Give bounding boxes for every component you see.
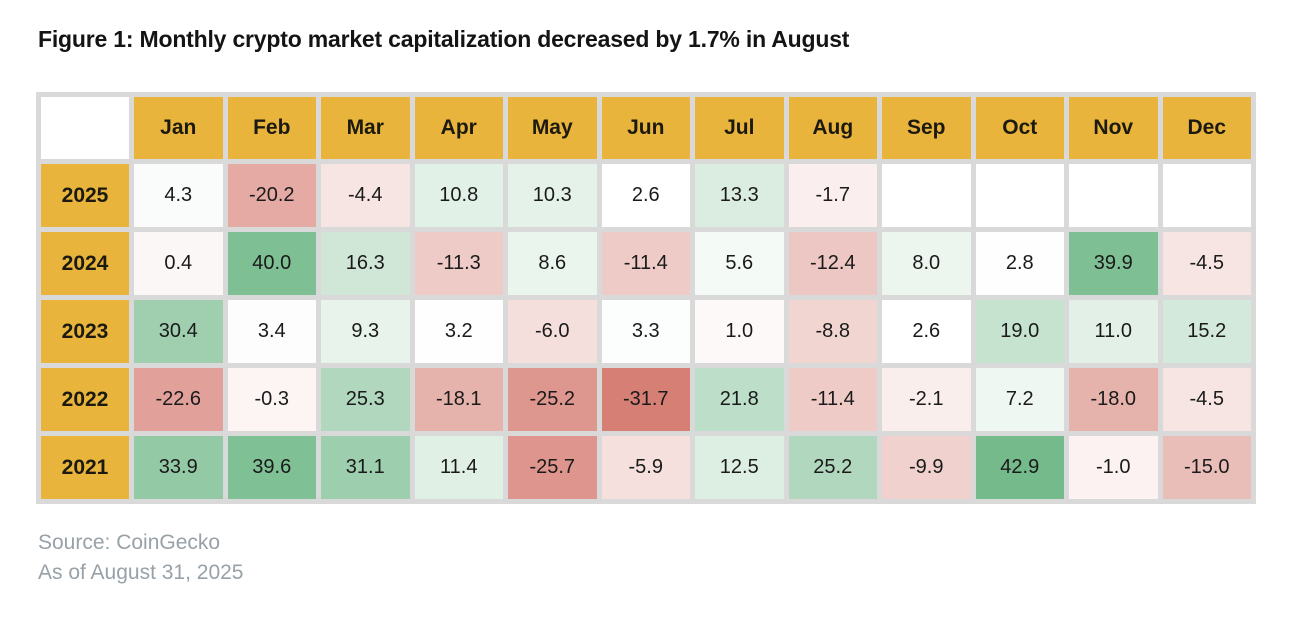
heatmap-cell-2022-sep: -2.1	[882, 368, 971, 431]
heatmap-cell-2023-dec: 15.2	[1162, 300, 1251, 363]
heatmap-cell-2022-apr: -18.1	[414, 368, 503, 431]
heatmap-cell-2025-apr: 10.8	[414, 164, 503, 227]
heatmap-cell-2025-dec	[1162, 164, 1251, 227]
heatmap-cell-2021-mar: 31.1	[321, 436, 410, 499]
heatmap-cell-2021-oct: 42.9	[975, 436, 1064, 499]
heatmap-cell-2024-nov: 39.9	[1069, 232, 1158, 295]
month-header-oct: Oct	[975, 97, 1064, 159]
figure-title: Figure 1: Monthly crypto market capitali…	[38, 26, 850, 52]
heatmap-cell-2025-jan: 4.3	[134, 164, 223, 227]
heatmap-cell-2022-may: -25.2	[508, 368, 597, 431]
heatmap-cell-2024-feb: 40.0	[227, 232, 316, 295]
heatmap-cell-2022-oct: 7.2	[975, 368, 1064, 431]
heatmap-cell-2023-jan: 30.4	[134, 300, 223, 363]
year-label-2024: 2024	[41, 232, 129, 295]
heatmap-cell-2025-feb: -20.2	[227, 164, 316, 227]
heatmap-cell-2023-jul: 1.0	[695, 300, 784, 363]
heatmap-cell-2025-aug: -1.7	[788, 164, 877, 227]
month-header-nov: Nov	[1069, 97, 1158, 159]
heatmap-cell-2024-jul: 5.6	[695, 232, 784, 295]
month-header-jul: Jul	[695, 97, 784, 159]
heatmap-cell-2021-jan: 33.9	[134, 436, 223, 499]
heatmap-cell-2021-apr: 11.4	[414, 436, 503, 499]
year-label-2021: 2021	[41, 436, 129, 499]
heatmap-cell-2025-may: 10.3	[508, 164, 597, 227]
heatmap-cell-2024-oct: 2.8	[975, 232, 1064, 295]
month-header-mar: Mar	[321, 97, 410, 159]
as-of-line: As of August 31, 2025	[38, 561, 244, 585]
year-label-2022: 2022	[41, 368, 129, 431]
heatmap-cell-2022-jun: -31.7	[601, 368, 690, 431]
heatmap-cell-2023-feb: 3.4	[227, 300, 316, 363]
heatmap-cell-2021-nov: -1.0	[1069, 436, 1158, 499]
heatmap-cell-2021-jun: -5.9	[601, 436, 690, 499]
heatmap-cell-2023-aug: -8.8	[788, 300, 877, 363]
heatmap-cell-2022-jul: 21.8	[695, 368, 784, 431]
source-line: Source: CoinGecko	[38, 531, 221, 554]
heatmap-cell-2021-aug: 25.2	[788, 436, 877, 499]
heatmap-table: Jan Feb Mar Apr May Jun Jul Aug Sep Oct Nov Dec 2025…	[36, 92, 1256, 504]
heatmap-cell-2025-mar: -4.4	[321, 164, 410, 227]
heatmap-cell-2024-dec: -4.5	[1162, 232, 1251, 295]
heatmap-cell-2022-mar: 25.3	[321, 368, 410, 431]
heatmap-cell-2023-oct: 19.0	[975, 300, 1064, 363]
heatmap-cell-2025-jun: 2.6	[601, 164, 690, 227]
month-header-feb: Feb	[227, 97, 316, 159]
heatmap-cell-2023-nov: 11.0	[1069, 300, 1158, 363]
heatmap-cell-2022-feb: -0.3	[227, 368, 316, 431]
month-header-jan: Jan	[134, 97, 223, 159]
heatmap-cell-2024-jun: -11.4	[601, 232, 690, 295]
heatmap-cell-2023-jun: 3.3	[601, 300, 690, 363]
heatmap-cell-2023-mar: 9.3	[321, 300, 410, 363]
heatmap-cell-2022-nov: -18.0	[1069, 368, 1158, 431]
heatmap-cell-2025-sep	[882, 164, 971, 227]
year-label-2025: 2025	[41, 164, 129, 227]
corner-cell	[41, 97, 129, 159]
heatmap-cell-2024-jan: 0.4	[134, 232, 223, 295]
heatmap-cell-2024-apr: -11.3	[414, 232, 503, 295]
month-header-may: May	[508, 97, 597, 159]
heatmap-cell-2023-sep: 2.6	[882, 300, 971, 363]
month-header-aug: Aug	[788, 97, 877, 159]
heatmap-cell-2021-may: -25.7	[508, 436, 597, 499]
heatmap-cell-2024-may: 8.6	[508, 232, 597, 295]
heatmap-cell-2021-sep: -9.9	[882, 436, 971, 499]
heatmap-cell-2025-nov	[1069, 164, 1158, 227]
heatmap-cell-2022-jan: -22.6	[134, 368, 223, 431]
heatmap-cell-2022-aug: -11.4	[788, 368, 877, 431]
month-header-dec: Dec	[1162, 97, 1251, 159]
heatmap-cell-2024-aug: -12.4	[788, 232, 877, 295]
heatmap-cell-2021-feb: 39.6	[227, 436, 316, 499]
heatmap-cell-2021-dec: -15.0	[1162, 436, 1251, 499]
month-header-sep: Sep	[882, 97, 971, 159]
year-label-2023: 2023	[41, 300, 129, 363]
heatmap-cell-2025-oct	[975, 164, 1064, 227]
heatmap-cell-2024-mar: 16.3	[321, 232, 410, 295]
month-header-apr: Apr	[414, 97, 503, 159]
heatmap-cell-2025-jul: 13.3	[695, 164, 784, 227]
heatmap-cell-2023-apr: 3.2	[414, 300, 503, 363]
heatmap-cell-2024-sep: 8.0	[882, 232, 971, 295]
month-header-jun: Jun	[601, 97, 690, 159]
heatmap-cell-2022-dec: -4.5	[1162, 368, 1251, 431]
heatmap-cell-2021-jul: 12.5	[695, 436, 784, 499]
source-note: Source: CoinGecko As of August 31, 2025	[38, 528, 244, 589]
heatmap-cell-2023-may: -6.0	[508, 300, 597, 363]
